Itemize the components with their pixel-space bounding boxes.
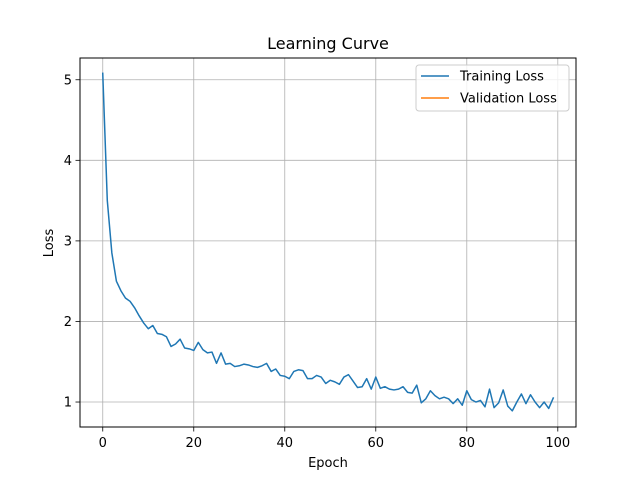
y-tick-label: 3 <box>64 234 72 249</box>
legend: Training Loss Validation Loss <box>415 64 570 112</box>
x-axis-label: Epoch <box>308 456 348 471</box>
series-layer <box>101 72 555 412</box>
x-tick-label: 20 <box>185 436 202 451</box>
x-tick-label: 80 <box>459 436 476 451</box>
x-tick-label: 60 <box>368 436 385 451</box>
x-tick-label: 100 <box>545 436 570 451</box>
x-tick-label: 0 <box>99 436 107 451</box>
y-tick-label: 5 <box>64 73 72 88</box>
chart-title: Learning Curve <box>267 34 389 53</box>
y-axis-label: Loss <box>42 229 57 258</box>
y-tick-label: 2 <box>64 315 72 330</box>
legend-box <box>415 64 570 112</box>
plot-frame <box>79 57 577 428</box>
legend-entry-label: Training Loss <box>459 70 544 85</box>
y-tick-label: 4 <box>64 154 72 169</box>
x-tick-label: 40 <box>276 436 293 451</box>
series-line-training-loss <box>101 72 555 412</box>
legend-entry-label: Validation Loss <box>460 92 557 107</box>
y-tick-label: 1 <box>64 396 72 411</box>
plot-area <box>80 58 576 427</box>
axis-ticks: 0 20 40 60 80 100 1 2 3 4 5 <box>64 73 570 451</box>
